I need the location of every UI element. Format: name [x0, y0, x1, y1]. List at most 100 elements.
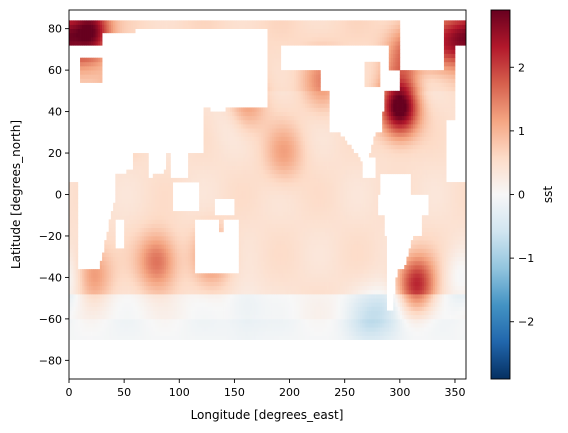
- heatmap-cell: [399, 314, 403, 320]
- heatmap-cell: [265, 248, 268, 253]
- heatmap-cell: [302, 256, 306, 262]
- heatmap-cell: [355, 331, 359, 336]
- heatmap-cell: [327, 248, 330, 253]
- heatmap-cell: [88, 335, 92, 340]
- heatmap-cell: [128, 248, 132, 253]
- heatmap-cell: [327, 277, 330, 282]
- heatmap-cell: [375, 256, 379, 262]
- heatmap-cell: [322, 306, 326, 311]
- heatmap-cell: [241, 331, 244, 336]
- heatmap-cell: [318, 215, 321, 220]
- heatmap-cell: [364, 277, 368, 282]
- heatmap-cell: [428, 298, 432, 303]
- heatmap-cell: [296, 215, 299, 220]
- heatmap-cell: [324, 298, 328, 303]
- heatmap-cell: [252, 302, 255, 307]
- heatmap-cell: [393, 314, 396, 320]
- heatmap-cell: [395, 327, 398, 332]
- heatmap-cell: [75, 269, 79, 274]
- heatmap-cell: [139, 244, 143, 249]
- heatmap-cell: [88, 318, 92, 324]
- heatmap-cell: [443, 235, 447, 241]
- heatmap-cell: [126, 240, 129, 245]
- heatmap-cell: [190, 310, 193, 316]
- heatmap-cell: [430, 302, 434, 307]
- heatmap-cell: [245, 248, 248, 253]
- heatmap-cell: [282, 310, 286, 316]
- heatmap-cell: [174, 331, 178, 336]
- heatmap-cell: [102, 314, 105, 320]
- heatmap-cell: [402, 318, 405, 324]
- heatmap-cell: [185, 302, 189, 307]
- heatmap-cell: [260, 314, 264, 320]
- heatmap-cell: [296, 223, 299, 229]
- heatmap-cell: [218, 331, 222, 336]
- heatmap-cell: [181, 310, 185, 316]
- heatmap-cell: [223, 298, 226, 303]
- heatmap-cell: [247, 256, 251, 262]
- heatmap-cell: [117, 289, 121, 295]
- heatmap-cell: [417, 277, 421, 282]
- heatmap-cell: [247, 331, 251, 336]
- heatmap-cell: [157, 335, 160, 340]
- heatmap-cell: [368, 219, 372, 224]
- heatmap-cell: [139, 219, 143, 224]
- heatmap-cell: [402, 273, 405, 278]
- heatmap-cell: [452, 289, 456, 295]
- heatmap-cell: [254, 269, 257, 274]
- heatmap-cell: [276, 223, 279, 229]
- heatmap-cell: [192, 248, 196, 253]
- heatmap-cell: [446, 302, 449, 307]
- heatmap-cell: [340, 331, 343, 336]
- heatmap-cell: [225, 289, 229, 295]
- heatmap-cell: [97, 331, 101, 336]
- heatmap-cell: [168, 281, 171, 287]
- heatmap-cell: [168, 335, 171, 340]
- heatmap-cell: [435, 211, 438, 216]
- heatmap-cell: [461, 331, 465, 336]
- heatmap-cell: [170, 281, 174, 287]
- heatmap-cell: [130, 206, 134, 212]
- heatmap-cell: [379, 294, 383, 299]
- heatmap-cell: [421, 223, 425, 229]
- heatmap-cell: [426, 248, 429, 253]
- heatmap-cell: [333, 215, 337, 220]
- heatmap-cell: [155, 302, 158, 307]
- heatmap-cell: [249, 248, 253, 253]
- heatmap-cell: [371, 306, 374, 311]
- heatmap-cell: [366, 223, 370, 229]
- heatmap-cell: [379, 215, 383, 220]
- heatmap-cell: [419, 289, 423, 295]
- heatmap-cell: [159, 314, 162, 320]
- heatmap-cell: [318, 244, 321, 249]
- heatmap-cell: [152, 306, 156, 311]
- heatmap-cell: [115, 281, 118, 287]
- heatmap-cell: [397, 323, 401, 328]
- heatmap-cell: [424, 298, 427, 303]
- heatmap-cell: [322, 211, 326, 216]
- heatmap-cell: [93, 285, 96, 291]
- heatmap-cell: [309, 289, 312, 295]
- heatmap-cell: [174, 323, 178, 328]
- heatmap-cell: [126, 256, 129, 262]
- heatmap-cell: [278, 248, 282, 253]
- heatmap-cell: [102, 331, 105, 336]
- heatmap-cell: [344, 248, 348, 253]
- heatmap-cell: [318, 294, 321, 299]
- heatmap-cell: [113, 294, 116, 299]
- heatmap-cell: [351, 260, 354, 266]
- heatmap-cell: [304, 273, 308, 278]
- heatmap-cell: [320, 206, 323, 212]
- heatmap-cell: [135, 302, 138, 307]
- heatmap-cell: [293, 244, 297, 249]
- heatmap-cell: [126, 264, 129, 270]
- heatmap-cell: [110, 260, 114, 266]
- heatmap-cell: [366, 302, 370, 307]
- heatmap-cell: [157, 219, 160, 224]
- heatmap-cell: [161, 231, 165, 237]
- heatmap-cell: [293, 310, 297, 316]
- heatmap-cell: [377, 227, 381, 233]
- heatmap-cell: [432, 323, 436, 328]
- heatmap-cell: [424, 323, 427, 328]
- heatmap-cell: [377, 256, 381, 262]
